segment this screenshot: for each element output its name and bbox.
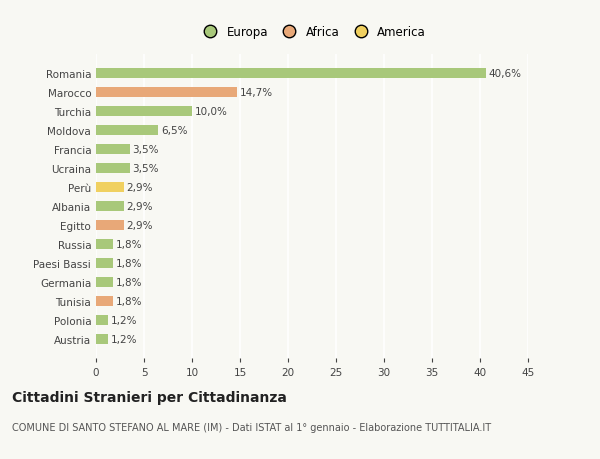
Bar <box>96 220 124 231</box>
Text: 40,6%: 40,6% <box>488 69 521 79</box>
Text: 1,2%: 1,2% <box>110 315 137 325</box>
Text: 2,9%: 2,9% <box>127 202 153 212</box>
Bar <box>96 202 124 212</box>
Bar <box>96 69 486 79</box>
Text: 3,5%: 3,5% <box>133 164 159 174</box>
Bar <box>96 145 130 155</box>
Bar <box>96 315 107 325</box>
Text: 1,8%: 1,8% <box>116 277 143 287</box>
Text: 2,9%: 2,9% <box>127 183 153 193</box>
Bar <box>96 277 113 287</box>
Bar <box>96 258 113 269</box>
Text: 1,2%: 1,2% <box>110 334 137 344</box>
Text: COMUNE DI SANTO STEFANO AL MARE (IM) - Dati ISTAT al 1° gennaio - Elaborazione T: COMUNE DI SANTO STEFANO AL MARE (IM) - D… <box>12 422 491 432</box>
Legend: Europa, Africa, America: Europa, Africa, America <box>193 22 431 44</box>
Bar <box>96 334 107 344</box>
Text: 6,5%: 6,5% <box>161 126 188 136</box>
Text: 1,8%: 1,8% <box>116 258 143 269</box>
Text: 2,9%: 2,9% <box>127 220 153 230</box>
Text: 1,8%: 1,8% <box>116 296 143 306</box>
Bar <box>96 88 237 98</box>
Text: Cittadini Stranieri per Cittadinanza: Cittadini Stranieri per Cittadinanza <box>12 390 287 404</box>
Text: 1,8%: 1,8% <box>116 240 143 249</box>
Bar <box>96 296 113 307</box>
Text: 10,0%: 10,0% <box>195 107 228 117</box>
Bar <box>96 239 113 250</box>
Text: 14,7%: 14,7% <box>240 88 273 98</box>
Text: 3,5%: 3,5% <box>133 145 159 155</box>
Bar <box>96 182 124 193</box>
Bar <box>96 163 130 174</box>
Bar <box>96 126 158 136</box>
Bar <box>96 106 192 117</box>
